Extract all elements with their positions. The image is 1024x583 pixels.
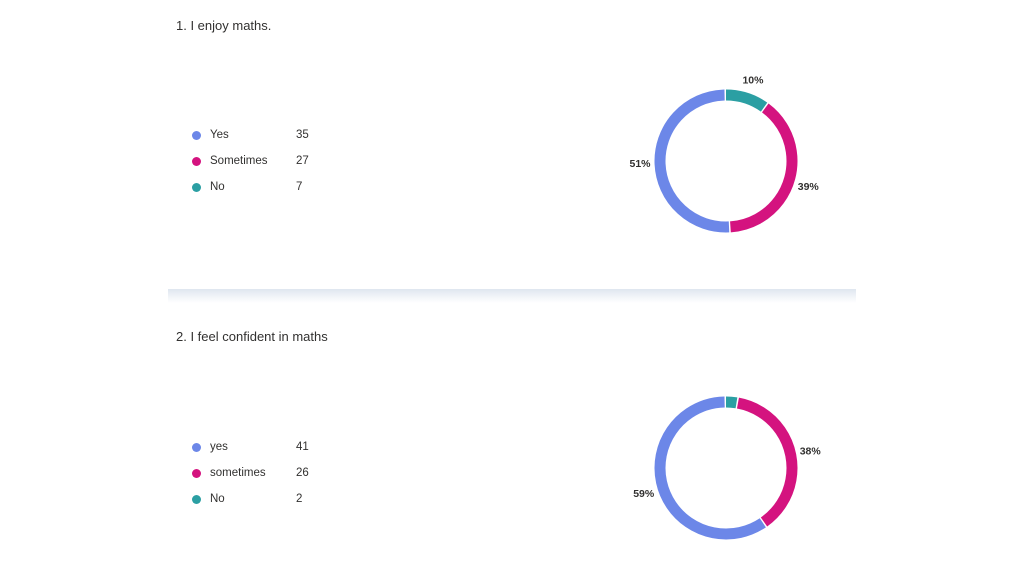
legend-label: No [210, 493, 225, 505]
donut-percent-label: 51% [630, 158, 652, 170]
question-2-title: 2. I feel confident in maths [176, 329, 328, 344]
legend-count: 2 [296, 493, 303, 505]
legend-count: 27 [296, 155, 309, 167]
donut-slice-yes [654, 89, 798, 233]
donut-percent-label: 38% [800, 446, 822, 458]
donut-slice-sometimes [654, 89, 798, 233]
question-1-card: 1. I enjoy maths. Yes 35 Sometimes 27 No… [0, 0, 1024, 290]
legend-dot [192, 469, 201, 478]
legend-dot [192, 183, 201, 192]
section-divider [168, 289, 856, 303]
legend-count: 26 [296, 467, 309, 479]
donut-percent-label: 59% [633, 488, 655, 500]
donut-slice-sometimes [654, 396, 798, 540]
donut-percent-label: 10% [742, 74, 764, 86]
legend-count: 41 [296, 441, 309, 453]
legend-label: Sometimes [210, 155, 268, 167]
donut-percent-label: 39% [798, 181, 820, 193]
legend-dot [192, 157, 201, 166]
legend-dot [192, 495, 201, 504]
legend-dot [192, 443, 201, 452]
question-1-donut-chart: 51% 39% 10% [630, 74, 820, 233]
legend-label: yes [210, 441, 228, 453]
legend-label: Yes [210, 129, 229, 141]
legend-label: No [210, 181, 225, 193]
question-2-card: 2. I feel confident in maths yes 41 some… [0, 312, 1024, 583]
legend-label: sometimes [210, 467, 266, 479]
donut-slice-no [654, 396, 798, 540]
donut-slice-no [654, 89, 798, 233]
legend-count: 7 [296, 181, 303, 193]
question-2-donut-chart: 59% 38% [633, 396, 822, 540]
question-1-title: 1. I enjoy maths. [176, 18, 272, 33]
legend-count: 35 [296, 129, 309, 141]
legend-dot [192, 131, 201, 140]
